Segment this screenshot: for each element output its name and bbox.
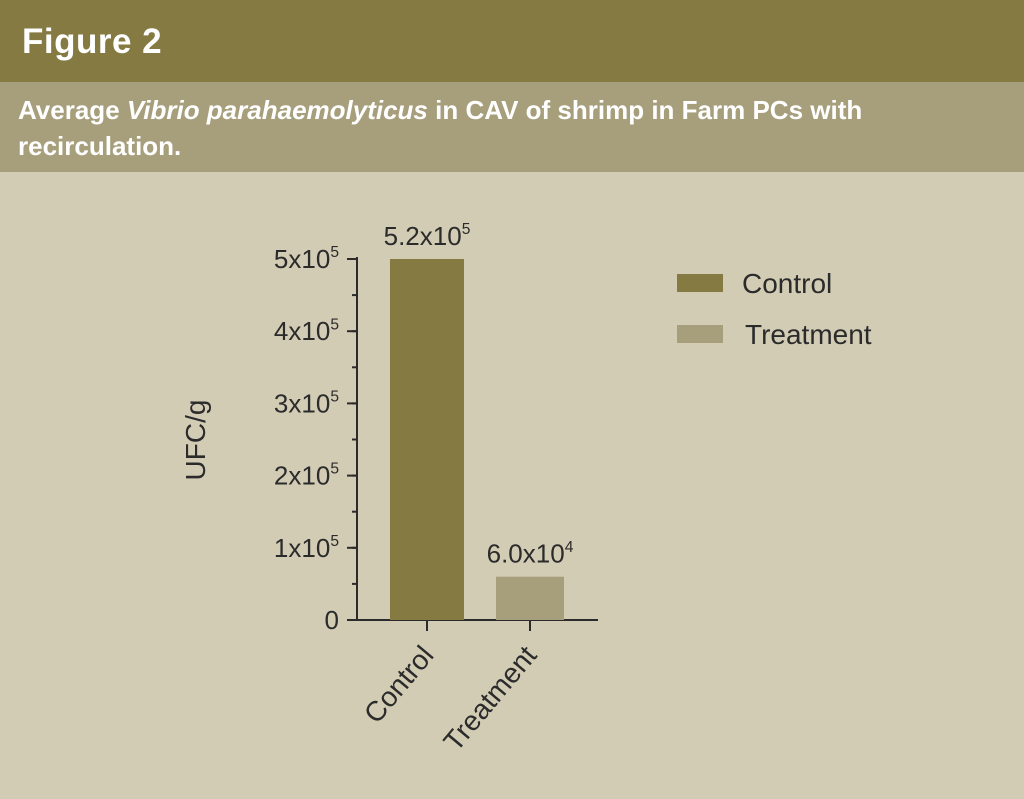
x-tick-label: Treatment xyxy=(437,640,542,757)
chart-title-prefix: Average xyxy=(18,95,127,125)
legend-swatch xyxy=(677,325,723,343)
y-tick-label: 5x105 xyxy=(274,244,339,274)
chart-title: Average Vibrio parahaemolyticus in CAV o… xyxy=(18,92,998,164)
legend-label: Control xyxy=(742,268,832,299)
y-tick-label: 4x105 xyxy=(274,316,339,346)
figure-label: Figure 2 xyxy=(22,22,163,61)
y-tick-label: 3x105 xyxy=(274,388,339,418)
value-labels: 5.2x105 6.0x104 xyxy=(384,221,574,569)
figure-header xyxy=(0,0,1024,82)
x-tick-label: Control xyxy=(358,640,440,729)
value-label: 5.2x105 xyxy=(384,221,471,251)
legend-swatch xyxy=(677,274,723,292)
bar-treatment xyxy=(496,576,564,620)
chart-title-species: Vibrio parahaemolyticus xyxy=(126,95,428,125)
value-label: 6.0x104 xyxy=(487,539,574,569)
title-bar xyxy=(0,82,1024,172)
legend: Control Treatment xyxy=(677,268,872,350)
bars xyxy=(390,259,564,620)
y-tick-label: 1x105 xyxy=(274,533,339,563)
y-axis-title: UFC/g xyxy=(180,400,211,481)
y-axis: 0 1x105 2x105 3x105 4x105 5x105 xyxy=(274,244,358,635)
y-tick-label: 2x105 xyxy=(274,461,339,491)
bar-control xyxy=(390,259,464,620)
legend-label: Treatment xyxy=(745,319,872,350)
y-tick-label: 0 xyxy=(325,605,339,635)
chart-title-suffix: in CAV of shrimp in Farm PCs with recirc… xyxy=(18,95,863,161)
